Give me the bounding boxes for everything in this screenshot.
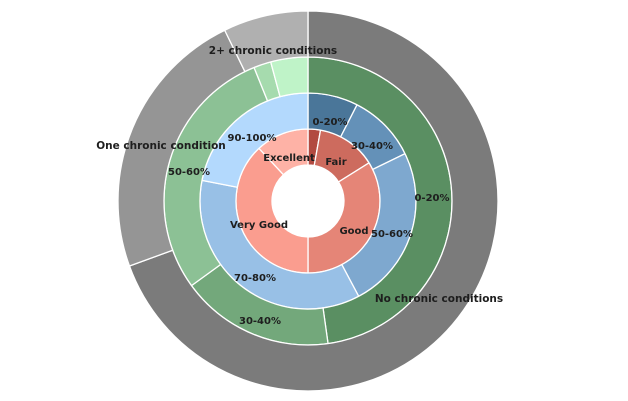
chart-labels: Fair Excellent Good Very Good 0-20% 30-40% 50-… — [96, 45, 503, 327]
segment-2-chronic-conditions[interactable] — [223, 10, 309, 73]
segment-label: 70-80% — [234, 273, 276, 284]
segment-label: Very Good — [230, 220, 288, 231]
segment-label: Fair — [325, 157, 346, 168]
segment-label: One chronic condition — [96, 140, 226, 152]
segment-label: 50-60% — [168, 167, 210, 178]
segment-label: Good — [339, 226, 368, 237]
segment-label: 30-40% — [351, 141, 393, 152]
segment-no-chronic-conditions[interactable] — [128, 10, 499, 392]
chart-rings — [117, 10, 499, 392]
ring-condition-band — [163, 56, 453, 346]
segment-label: 0-20% — [312, 117, 347, 128]
segment-label: Excellent — [263, 153, 315, 164]
segment-label: 50-60% — [371, 229, 413, 240]
ring-chronic-conditions — [117, 10, 499, 392]
segment-label: 30-40% — [239, 316, 281, 327]
segment-label: No chronic conditions — [375, 293, 503, 305]
segment-label: 90-100% — [228, 133, 277, 144]
segment-label: 2+ chronic conditions — [209, 45, 337, 57]
segment-label: 0-20% — [414, 193, 449, 204]
ring-percentage-band — [199, 92, 417, 310]
